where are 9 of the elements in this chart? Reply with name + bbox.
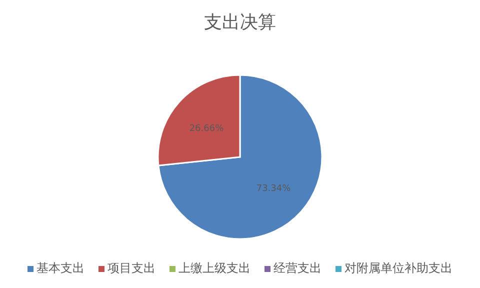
pie-slice	[158, 74, 323, 240]
data-label: 73.34%	[256, 184, 292, 194]
legend-label: 上缴上级支出	[178, 261, 250, 275]
legend-label: 项目支出	[108, 261, 156, 275]
legend-label: 经营支出	[274, 261, 322, 275]
chart-title: 支出决算	[204, 12, 276, 33]
data-label: 26.66%	[189, 124, 224, 134]
legend-label: 基本支出	[36, 261, 84, 275]
legend-label: 对附属单位补助支出	[344, 261, 452, 275]
